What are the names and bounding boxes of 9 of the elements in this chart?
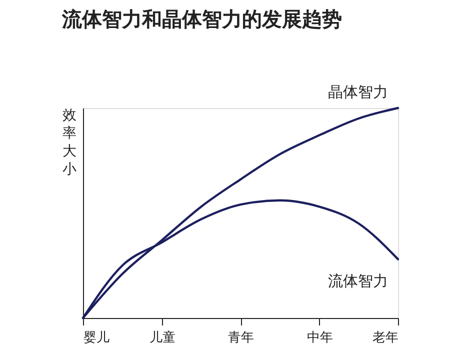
series-label: 流体智力: [328, 272, 388, 290]
chart-title: 流体智力和晶体智力的发展趋势: [61, 7, 342, 31]
x-tick-label: 老年: [372, 330, 398, 346]
y-axis-title: 效率大小: [62, 108, 76, 178]
x-tick-label: 青年: [228, 330, 254, 346]
x-tick-label: 中年: [306, 330, 333, 346]
x-tick-label: 婴儿: [84, 330, 110, 346]
x-tick-label: 儿童: [149, 330, 176, 346]
series-label: 晶体智力: [328, 83, 388, 101]
